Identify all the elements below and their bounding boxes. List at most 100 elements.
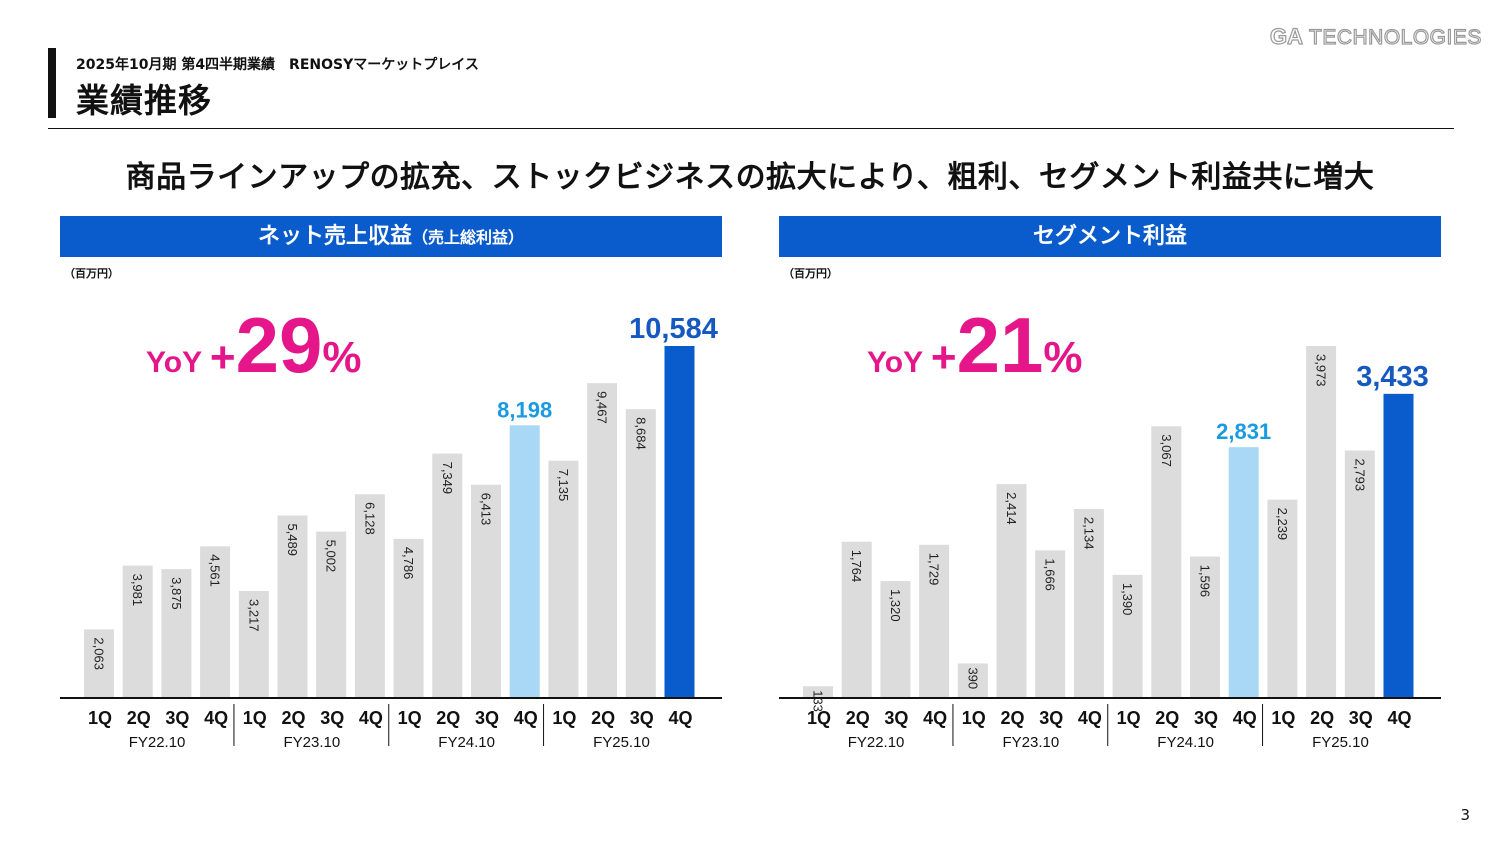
chart-header-net-revenue: ネット売上収益（売上総利益） — [60, 216, 722, 257]
bar — [587, 383, 618, 698]
data-label: 133 — [811, 690, 826, 712]
data-label: 8,198 — [497, 397, 552, 422]
bar — [1344, 450, 1375, 698]
fiscal-year-label: FY23.10 — [283, 734, 340, 751]
data-label: 1,320 — [888, 589, 903, 622]
quarter-tick-label: 1Q — [807, 708, 831, 728]
segment-profit-chart: 1331Q1,7642Q1,3203Q1,7294Q3901Q2,4142Q1,… — [779, 301, 1441, 751]
header-divider — [48, 128, 1454, 129]
unit-label: （百万円） — [64, 267, 119, 280]
data-label: 390 — [965, 667, 980, 689]
quarter-tick-label: 1Q — [552, 708, 576, 728]
yoy-prefix: YoY — [146, 346, 210, 379]
quarter-tick-label: 2Q — [1000, 708, 1024, 728]
quarter-tick-label: 2Q — [846, 708, 870, 728]
bar — [471, 484, 501, 698]
quarter-tick-label: 4Q — [514, 708, 538, 728]
data-label: 1,390 — [1120, 583, 1135, 616]
bar — [393, 538, 424, 698]
quarter-tick-label: 3Q — [1039, 708, 1063, 728]
fiscal-year-label: FY24.10 — [1157, 734, 1214, 751]
chart-title: セグメント利益 — [1032, 224, 1187, 249]
fiscal-year-label: FY25.10 — [593, 734, 650, 751]
bar — [1383, 393, 1414, 698]
quarter-tick-label: 4Q — [1078, 708, 1102, 728]
bar — [548, 460, 579, 698]
data-label: 6,128 — [362, 502, 377, 535]
data-label: 2,414 — [1004, 492, 1019, 525]
fiscal-year-label: FY23.10 — [1002, 734, 1059, 751]
data-label: 1,729 — [927, 553, 942, 586]
quarter-tick-label: 3Q — [475, 708, 499, 728]
data-label: 3,973 — [1314, 354, 1329, 387]
chart-title: ネット売上収益 — [257, 224, 412, 249]
yoy-callout: YoY +29% — [146, 301, 362, 389]
quarter-tick-label: 1Q — [1117, 708, 1141, 728]
bar — [1073, 508, 1104, 698]
quarter-tick-label: 1Q — [243, 708, 267, 728]
logo-technologies: TECHNOLOGIES — [1308, 25, 1482, 49]
data-label: 9,467 — [595, 391, 610, 424]
company-logo: GA TECHNOLOGIES — [1269, 23, 1482, 50]
data-label: 3,217 — [246, 599, 261, 632]
quarter-tick-label: 4Q — [1233, 708, 1257, 728]
data-label: 7,135 — [556, 469, 571, 502]
page-number: 3 — [1460, 806, 1470, 824]
quarter-tick-label: 2Q — [127, 708, 151, 728]
yoy-suffix: % — [322, 333, 361, 382]
bar — [200, 546, 231, 698]
bar — [957, 663, 988, 698]
fiscal-year-label: FY22.10 — [848, 734, 905, 751]
fiscal-year-label: FY22.10 — [129, 734, 186, 751]
logo-ga: GA — [1269, 23, 1303, 49]
quarter-tick-label: 3Q — [320, 708, 344, 728]
bar — [1267, 499, 1298, 698]
quarter-tick-label: 1Q — [88, 708, 112, 728]
page-subtitle: 2025年10月期 第4四半期業績 RENOSYマーケットプレイス — [76, 57, 479, 73]
bar — [432, 453, 463, 698]
data-label: 2,063 — [92, 637, 107, 670]
bar — [1228, 447, 1259, 698]
bar — [1151, 426, 1182, 698]
unit-label: （百万円） — [783, 267, 838, 280]
yoy-plus: + — [210, 333, 236, 382]
bar — [161, 569, 192, 698]
bar — [1306, 346, 1337, 698]
bar — [996, 484, 1027, 698]
data-label: 8,684 — [633, 417, 648, 450]
fiscal-year-label: FY25.10 — [1312, 734, 1369, 751]
data-label: 6,413 — [479, 493, 494, 526]
data-label: 10,584 — [629, 313, 718, 345]
yoy-callout: YoY +21% — [867, 301, 1083, 389]
data-label: 4,786 — [401, 547, 416, 580]
quarter-tick-label: 4Q — [1387, 708, 1411, 728]
yoy-plus: + — [931, 333, 957, 382]
data-label: 5,489 — [285, 523, 300, 556]
bar — [880, 581, 911, 698]
data-label: 2,793 — [1352, 459, 1367, 492]
data-label: 1,764 — [849, 550, 864, 583]
bar — [1112, 574, 1143, 698]
page-title: 業績推移 — [76, 81, 212, 120]
bar — [919, 544, 950, 698]
title-accent-bar — [48, 48, 56, 118]
quarter-tick-label: 2Q — [281, 708, 305, 728]
yoy-prefix: YoY — [867, 346, 931, 379]
bar — [841, 541, 872, 698]
data-label: 1,666 — [1043, 558, 1058, 591]
bar — [238, 591, 269, 698]
quarter-tick-label: 4Q — [204, 708, 228, 728]
quarter-tick-label: 2Q — [1155, 708, 1179, 728]
yoy-value: 29 — [236, 301, 323, 389]
data-label: 2,239 — [1275, 508, 1290, 541]
quarter-tick-label: 2Q — [1310, 708, 1334, 728]
quarter-tick-label: 1Q — [1271, 708, 1295, 728]
data-label: 5,002 — [324, 540, 339, 573]
data-label: 1,596 — [1198, 565, 1213, 598]
bar — [509, 425, 540, 698]
quarter-tick-label: 1Q — [398, 708, 422, 728]
yoy-value: 21 — [957, 301, 1044, 389]
bar — [277, 515, 308, 698]
data-label: 2,831 — [1216, 419, 1271, 444]
quarter-tick-label: 3Q — [884, 708, 908, 728]
